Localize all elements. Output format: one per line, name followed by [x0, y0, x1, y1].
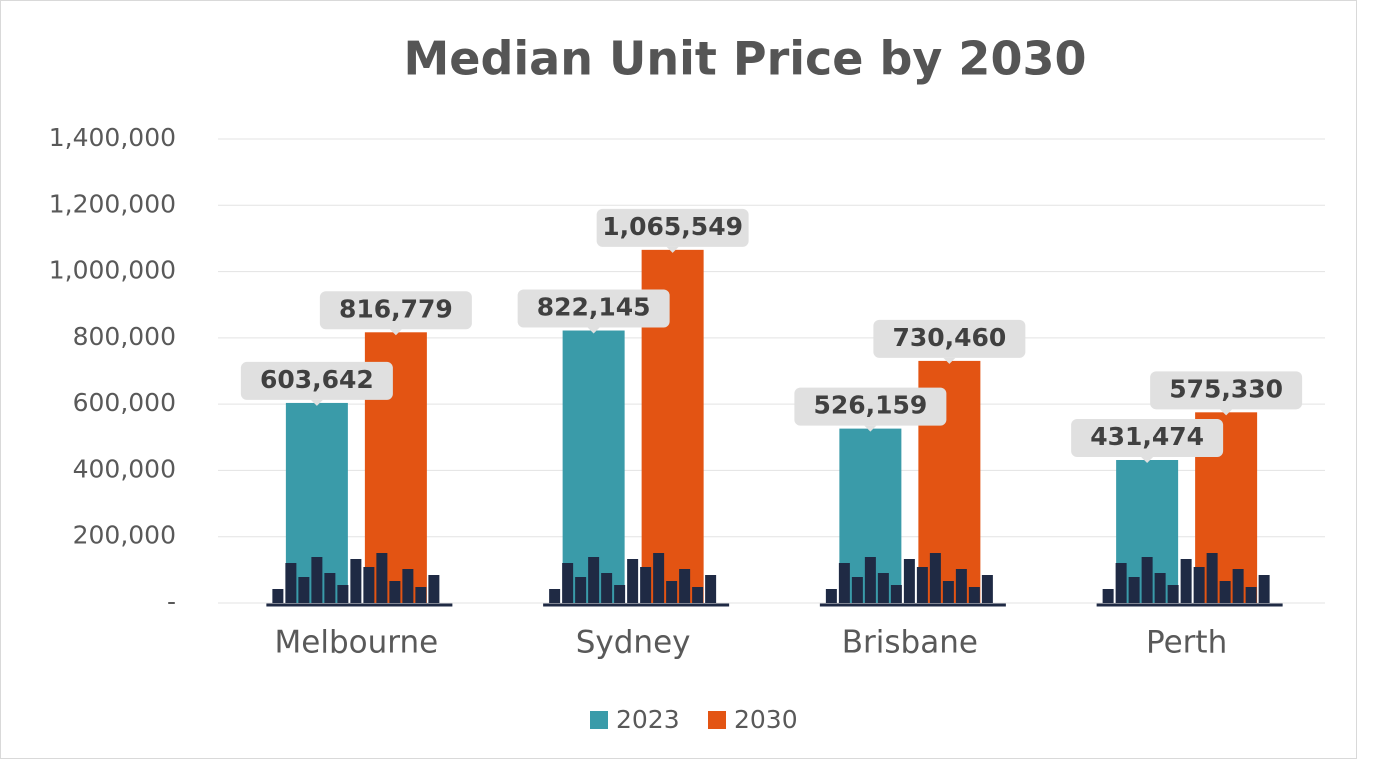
x-tick-label: Melbourne: [275, 625, 439, 661]
building: [389, 581, 401, 603]
building: [601, 573, 613, 603]
building: [1154, 573, 1166, 603]
building: [549, 589, 561, 603]
building: [575, 577, 587, 603]
building: [955, 569, 967, 603]
data-label-box: [240, 361, 393, 400]
skyline: [825, 553, 993, 603]
data-label: 1,065,549: [602, 212, 743, 241]
building: [363, 567, 375, 603]
x-tick-label: Perth: [1146, 625, 1227, 661]
building: [337, 585, 349, 603]
data-label-pointer: [587, 327, 600, 334]
skyline: [272, 553, 440, 603]
building: [903, 559, 915, 603]
building: [890, 585, 902, 603]
building: [627, 559, 639, 603]
data-label: 431,474: [1090, 422, 1204, 451]
legend-label: 2023: [616, 705, 680, 734]
data-label-pointer: [310, 399, 323, 406]
skyline: [549, 553, 717, 603]
building: [415, 587, 427, 603]
building: [929, 553, 941, 603]
building: [1128, 577, 1140, 603]
data-label: 822,145: [537, 293, 651, 322]
building: [851, 577, 863, 603]
y-tick-label: 400,000: [73, 454, 176, 483]
building: [1102, 589, 1114, 603]
building: [1258, 575, 1270, 603]
building: [942, 581, 954, 603]
building: [1206, 553, 1218, 603]
building: [1115, 563, 1127, 603]
building: [402, 569, 414, 603]
data-label-pointer: [943, 357, 956, 364]
building: [562, 563, 574, 603]
building: [1219, 581, 1231, 603]
data-label: 603,642: [260, 365, 374, 394]
building: [705, 575, 717, 603]
data-label-box: [319, 291, 472, 330]
y-tick-label: 200,000: [73, 521, 176, 550]
building: [1193, 567, 1205, 603]
data-label: 816,779: [339, 294, 453, 323]
building: [350, 559, 362, 603]
data-label-pointer: [389, 329, 402, 336]
data-label-pointer: [864, 425, 877, 432]
building: [640, 567, 652, 603]
building: [1167, 585, 1179, 603]
data-label-box: [1150, 371, 1303, 410]
building: [877, 573, 889, 603]
legend-label: 2030: [734, 705, 798, 734]
building: [679, 569, 691, 603]
y-tick-label: 1,200,000: [49, 189, 176, 218]
building: [285, 563, 297, 603]
legend-swatch: [708, 711, 726, 729]
building: [1141, 557, 1153, 603]
skyline: [1102, 553, 1270, 603]
y-tick-label: -: [167, 587, 176, 616]
data-label-pointer: [666, 246, 679, 253]
building: [324, 573, 336, 603]
data-label-box: [596, 208, 749, 247]
building: [1180, 559, 1192, 603]
x-tick-label: Sydney: [576, 625, 691, 661]
data-label-pointer: [1220, 409, 1233, 416]
building: [825, 589, 837, 603]
building: [298, 577, 310, 603]
building: [428, 575, 440, 603]
chart-title: Median Unit Price by 2030: [404, 32, 1087, 86]
data-label: 575,330: [1169, 374, 1283, 403]
data-label-pointer: [1141, 456, 1154, 463]
data-label-box: [517, 289, 670, 328]
building: [272, 589, 284, 603]
y-tick-label: 1,000,000: [49, 256, 176, 285]
y-tick-label: 1,400,000: [49, 123, 176, 152]
building: [588, 557, 600, 603]
data-label-box: [794, 387, 947, 426]
building: [864, 557, 876, 603]
building: [838, 563, 850, 603]
building: [376, 553, 388, 603]
building: [968, 587, 980, 603]
building: [311, 557, 323, 603]
building: [916, 567, 928, 603]
data-label-box: [873, 319, 1026, 358]
building: [614, 585, 626, 603]
data-label: 730,460: [892, 323, 1006, 352]
building: [666, 581, 678, 603]
x-tick-label: Brisbane: [842, 625, 978, 661]
data-label-box: [1071, 418, 1224, 457]
building: [653, 553, 665, 603]
building: [692, 587, 704, 603]
building: [1245, 587, 1257, 603]
y-tick-label: 800,000: [73, 322, 176, 351]
data-label: 526,159: [813, 391, 927, 420]
legend-swatch: [590, 711, 608, 729]
y-tick-label: 600,000: [73, 388, 176, 417]
building: [1232, 569, 1244, 603]
building: [981, 575, 993, 603]
